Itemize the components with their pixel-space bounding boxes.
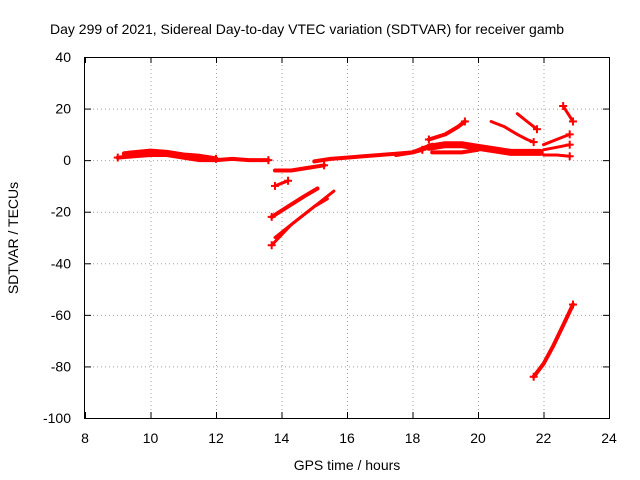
x-axis-tick-labels: 8 10 12 14 16 18 20 22 24 <box>81 430 617 446</box>
data-point-marker <box>568 300 577 309</box>
data-traces <box>113 101 577 381</box>
x-tick-label: 18 <box>405 430 421 446</box>
data-series-arc-9 <box>273 197 329 239</box>
data-series-arc-19 <box>531 302 575 379</box>
data-point-marker <box>568 117 577 126</box>
data-series-arc-15 <box>542 143 572 152</box>
data-series-arc-17 <box>542 153 572 158</box>
data-point-marker <box>529 138 538 147</box>
data-series-arc-18 <box>561 104 575 123</box>
y-tick-label: -80 <box>51 358 71 374</box>
grid-lines <box>85 57 609 418</box>
y-tick-label: 20 <box>55 101 71 117</box>
y-tick-label: 40 <box>55 49 71 65</box>
plot-frame <box>84 57 610 419</box>
data-series-arc-13 <box>489 120 536 144</box>
y-tick-label: -20 <box>51 204 71 220</box>
x-tick-label: 16 <box>339 430 355 446</box>
data-series-arc-1 <box>115 153 271 163</box>
y-axis-label: SDTVAR / TECUs <box>5 182 21 294</box>
x-tick-label: 24 <box>601 430 617 446</box>
data-point-marker <box>284 176 293 185</box>
x-tick-label: 20 <box>470 430 486 446</box>
data-series-arc-3 <box>273 163 327 173</box>
y-tick-label: 0 <box>63 152 71 168</box>
y-axis-tick-labels: -100 -80 -60 -40 -20 0 20 40 <box>43 49 71 426</box>
x-tick-label: 12 <box>208 430 224 446</box>
chart-title: Day 299 of 2021, Sidereal Day-to-day VTE… <box>50 21 564 37</box>
data-point-marker <box>565 130 574 139</box>
data-point-marker <box>565 152 574 161</box>
x-tick-label: 14 <box>274 430 290 446</box>
data-series-arc-10 <box>426 119 467 142</box>
y-tick-label: -100 <box>43 410 71 426</box>
y-tick-label: -60 <box>51 307 71 323</box>
data-point-marker <box>559 101 568 110</box>
data-series-arc-12 <box>430 147 480 155</box>
x-tick-label: 8 <box>81 430 89 446</box>
data-point-marker <box>565 140 574 149</box>
data-point-marker <box>529 372 538 381</box>
data-point-marker <box>320 161 329 170</box>
data-point-marker <box>212 154 220 163</box>
data-point-marker <box>267 241 276 250</box>
data-point-marker <box>418 145 427 154</box>
data-series-arc-2 <box>121 148 219 162</box>
data-point-marker <box>424 135 433 144</box>
data-series-arc-16 <box>542 132 572 147</box>
axis-ticks <box>85 57 610 419</box>
x-tick-label: 22 <box>536 430 552 446</box>
data-point-marker <box>270 181 279 190</box>
data-series-arc-14 <box>515 112 539 131</box>
x-tick-label: 10 <box>143 430 159 446</box>
data-series-arc-7 <box>269 186 320 219</box>
data-point-marker <box>532 125 541 134</box>
data-point-marker <box>460 117 469 126</box>
x-axis-label: GPS time / hours <box>294 457 401 473</box>
data-point-marker <box>113 153 122 162</box>
data-point-marker <box>267 212 276 221</box>
data-series-arc-11 <box>425 141 544 156</box>
y-tick-label: -40 <box>51 255 71 271</box>
data-point-marker <box>264 156 273 165</box>
